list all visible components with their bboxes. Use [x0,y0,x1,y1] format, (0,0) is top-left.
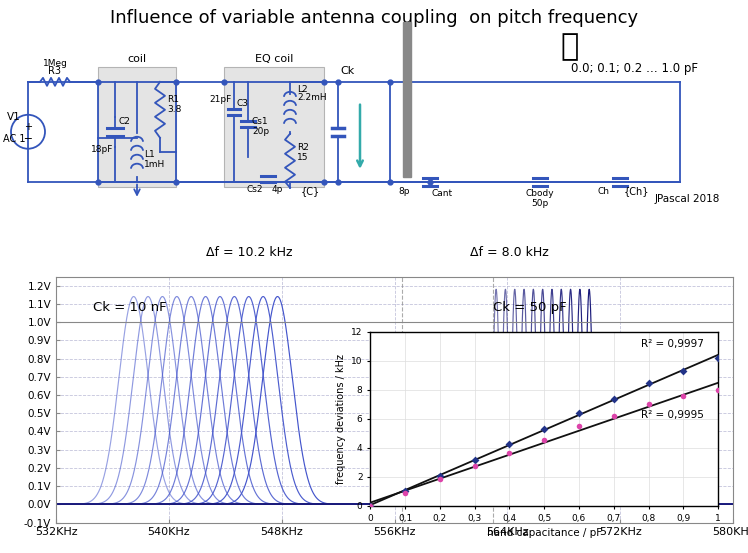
Text: 2.2mH: 2.2mH [297,93,327,102]
Point [503,440,515,448]
Point [643,378,654,387]
Text: 1mH: 1mH [144,160,165,169]
Text: R² = 0,9995: R² = 0,9995 [641,410,704,420]
Text: L1: L1 [144,150,155,159]
Text: Ch: Ch [598,187,610,196]
Text: 18pF: 18pF [91,145,113,154]
Text: L2: L2 [297,85,307,94]
Y-axis label: frequency deviations / kHz: frequency deviations / kHz [336,354,346,484]
Text: 4p: 4p [272,185,283,194]
Point [712,385,724,394]
Text: Ck = 50 pF: Ck = 50 pF [493,301,566,314]
Point [607,395,619,404]
Point [468,462,480,471]
Text: 1Meg: 1Meg [43,59,67,68]
Text: {Ch}: {Ch} [624,186,649,196]
Point [538,425,550,434]
Text: AC 1: AC 1 [3,134,25,144]
Text: 21pF: 21pF [209,95,232,104]
Point [434,471,446,480]
Text: C2: C2 [119,117,131,126]
Text: Cs1: Cs1 [252,117,269,126]
Text: R2: R2 [297,143,309,152]
Text: 50p: 50p [531,199,548,207]
Point [503,448,515,457]
Text: R² = 0,9997: R² = 0,9997 [641,339,704,349]
Text: +: + [24,122,32,132]
Text: V1: V1 [7,112,21,122]
Text: 20p: 20p [252,127,269,135]
Point [399,488,411,497]
Text: Cant: Cant [432,189,453,197]
Point [468,455,480,464]
Point [712,353,724,362]
Point [538,436,550,445]
Point [399,487,411,496]
Point [573,409,585,418]
Point [643,400,654,409]
Text: 15: 15 [297,153,308,161]
Text: Cbody: Cbody [526,189,554,197]
Text: Δf = 8.0 kHz: Δf = 8.0 kHz [470,246,549,259]
Text: Cs2: Cs2 [247,185,263,194]
Text: R1: R1 [167,95,179,104]
Text: 3.8: 3.8 [167,105,181,114]
Text: 👌: 👌 [561,33,579,61]
Bar [224,67,324,187]
Point [364,502,376,510]
Bar [98,67,176,187]
Text: EQ coil: EQ coil [255,54,293,64]
Point [678,367,690,375]
Text: Influence of variable antenna coupling  on pitch frequency: Influence of variable antenna coupling o… [110,9,638,27]
Text: coil: coil [127,54,147,64]
Text: ─: ─ [25,133,31,143]
Text: 8p: 8p [398,187,409,196]
Text: 0.0; 0.1; 0.2 … 1.0 pF: 0.0; 0.1; 0.2 … 1.0 pF [571,62,699,75]
Bar [403,22,411,176]
Text: Ck: Ck [340,66,355,76]
Point [364,502,376,510]
Text: C3: C3 [237,99,249,108]
Text: Ck = 10 nF: Ck = 10 nF [94,301,167,314]
Point [607,411,619,420]
Text: Δf = 10.2 kHz: Δf = 10.2 kHz [206,246,292,259]
Point [573,422,585,431]
Text: R3: R3 [49,66,61,76]
Text: JPascal 2018: JPascal 2018 [654,194,720,204]
Point [434,474,446,483]
Text: {C}: {C} [301,186,319,196]
X-axis label: hand capacitance / pF: hand capacitance / pF [487,528,601,538]
Point [678,392,690,401]
